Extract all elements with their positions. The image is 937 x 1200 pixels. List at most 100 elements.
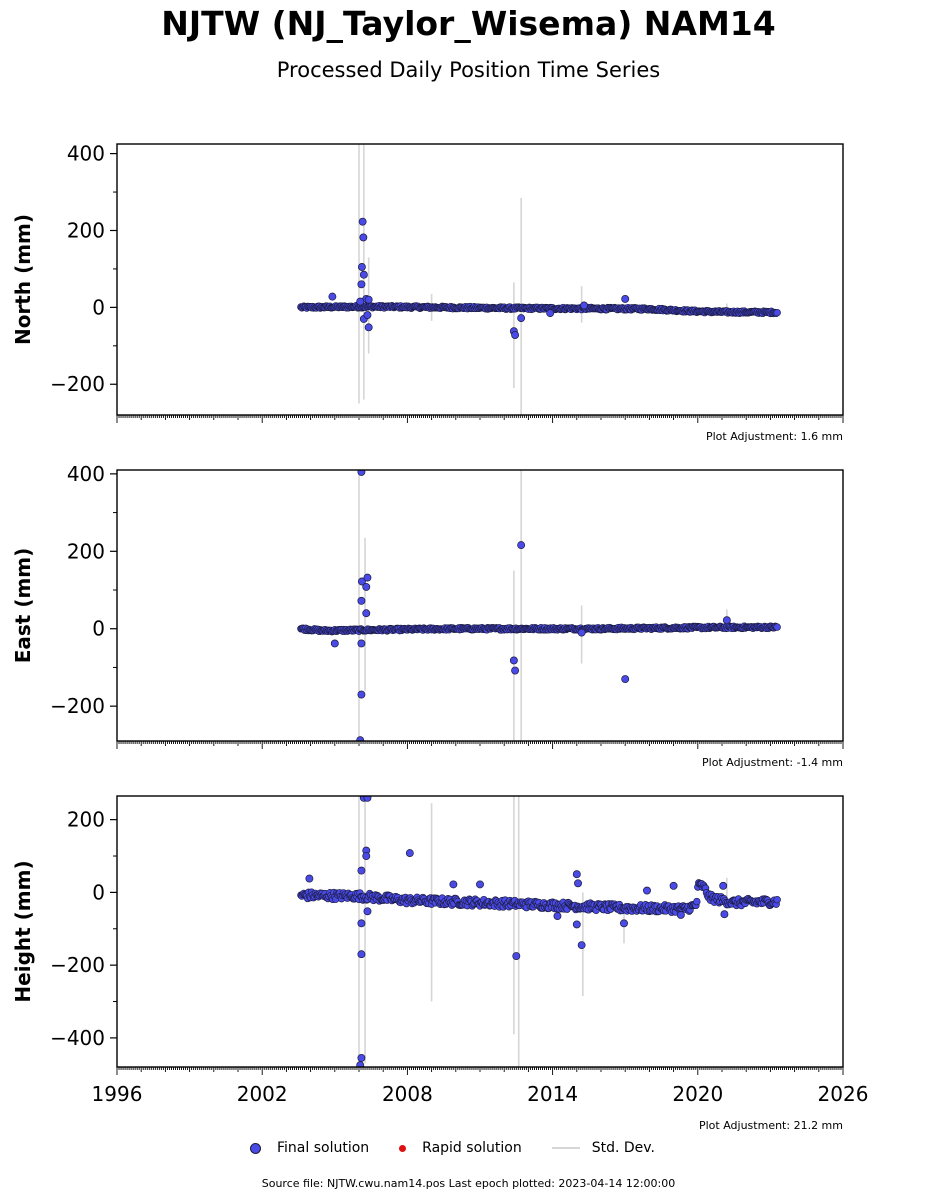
x-tick-label: 1996 (92, 1082, 143, 1106)
outlier-point (357, 639, 366, 648)
outlier-point (512, 952, 521, 961)
x-tick-label: 2008 (382, 1082, 433, 1106)
outlier-point (511, 666, 520, 675)
outlier-point (357, 690, 366, 699)
outlier-point (669, 881, 678, 890)
outlier-point (305, 874, 314, 883)
outlier-point (357, 919, 366, 928)
outlier-point (517, 314, 526, 323)
legend-final-label: Final solution (277, 1140, 370, 1156)
y-tick-label: 400 (67, 142, 105, 166)
plot-area (297, 796, 781, 1067)
source-footer: Source file: NJTW.cwu.nam14.pos Last epo… (261, 1177, 676, 1190)
outlier-point (722, 616, 731, 625)
outlier-point (621, 675, 630, 684)
outlier-point (574, 879, 582, 888)
y-tick-label: −400 (50, 1026, 105, 1050)
outlier-point (356, 297, 365, 306)
outlier-point (357, 280, 366, 289)
outlier-point (476, 880, 484, 889)
plot-adjustment-label: Plot Adjustment: -1.4 mm (702, 756, 843, 769)
y-axis-label: North (mm) (11, 214, 35, 345)
panel-frame (116, 469, 844, 742)
outlier-point (577, 941, 586, 950)
x-tick-label: 2002 (237, 1082, 288, 1106)
legend-std-label: Std. Dev. (591, 1140, 655, 1156)
legend-std: Std. Dev. (551, 1140, 655, 1156)
outlier-point (358, 217, 367, 226)
outlier-point (357, 950, 366, 959)
outlier-point (676, 910, 685, 919)
outlier-point (330, 639, 339, 648)
panel-0: −200 0 200 400 North (mm) Plot Adjustment: 1.… (11, 142, 844, 443)
data-point (773, 896, 781, 904)
outlier-point (577, 628, 586, 637)
y-axis-label: East (mm) (11, 548, 35, 664)
outlier-point (720, 910, 729, 919)
outlier-point (509, 656, 518, 665)
outlier-point (363, 796, 372, 802)
outlier-point (546, 309, 555, 318)
plot-area (297, 470, 781, 741)
y-tick-label: −200 (50, 953, 105, 977)
outlier-point (357, 577, 366, 586)
legend-rapid: Rapid solution (399, 1140, 522, 1156)
x-tick-label: 2014 (527, 1082, 578, 1106)
legend-rapid-label: Rapid solution (422, 1140, 522, 1156)
outlier-point (364, 295, 373, 304)
outlier-point (449, 880, 458, 889)
outlier-point (362, 852, 371, 860)
outlier-point (357, 1053, 366, 1062)
panel-1: −200 0 200 400 East (mm) Plot Adjustment: -1.… (11, 462, 844, 769)
outlier-point (357, 263, 366, 271)
y-tick-label: 0 (92, 880, 105, 904)
outlier-point (359, 233, 368, 242)
outlier-point (580, 301, 589, 310)
y-tick-label: 200 (67, 539, 105, 563)
outlier-point (572, 870, 581, 879)
outlier-point (553, 912, 562, 920)
outlier-point (356, 1061, 365, 1067)
x-tick-label: 2026 (818, 1082, 869, 1106)
outlier-point (511, 331, 520, 339)
panel-frame (116, 795, 844, 1068)
outlier-point (517, 541, 526, 550)
y-tick-label: −200 (50, 694, 105, 718)
outlier-point (356, 736, 365, 741)
y-tick-label: −200 (50, 372, 105, 396)
y-tick-label: 200 (67, 218, 105, 242)
y-tick-label: 200 (67, 808, 105, 832)
chart-title: NJTW (NJ_Taylor_Wisema) NAM14 (161, 4, 776, 43)
outlier-point (359, 270, 368, 279)
plot-area (297, 144, 781, 415)
outlier-point (719, 881, 728, 890)
outlier-point (572, 920, 581, 929)
outlier-point (357, 470, 366, 476)
x-tick-label: 2020 (672, 1082, 723, 1106)
plot-adjustment-label: Plot Adjustment: 1.6 mm (706, 430, 843, 443)
outlier-point (405, 849, 414, 858)
outlier-point (621, 294, 630, 303)
legend-final-marker (250, 1142, 261, 1154)
data-point (693, 897, 701, 906)
outlier-point (364, 323, 373, 332)
legend-rapid-marker (399, 1144, 407, 1152)
legend-std-line (551, 1147, 580, 1149)
panel-2: −400 −200 0 200 1996 2002 2008 2014 2020 2026 Heig… (11, 795, 869, 1132)
outlier-point (620, 919, 628, 928)
panel-frame (116, 143, 844, 416)
y-tick-label: 0 (92, 295, 105, 319)
outlier-point (363, 573, 372, 582)
plot-adjustment-label: Plot Adjustment: 21.2 mm (699, 1119, 843, 1132)
data-point (773, 308, 781, 317)
outlier-point (357, 866, 366, 875)
outlier-point (362, 582, 371, 591)
outlier-point (363, 311, 372, 320)
y-tick-label: 0 (92, 617, 105, 641)
outlier-point (357, 596, 366, 605)
data-point (773, 623, 781, 631)
chart-subtitle: Processed Daily Position Time Series (276, 58, 661, 82)
y-tick-label: 400 (67, 462, 105, 486)
y-axis-label: Height (mm) (11, 860, 35, 1002)
